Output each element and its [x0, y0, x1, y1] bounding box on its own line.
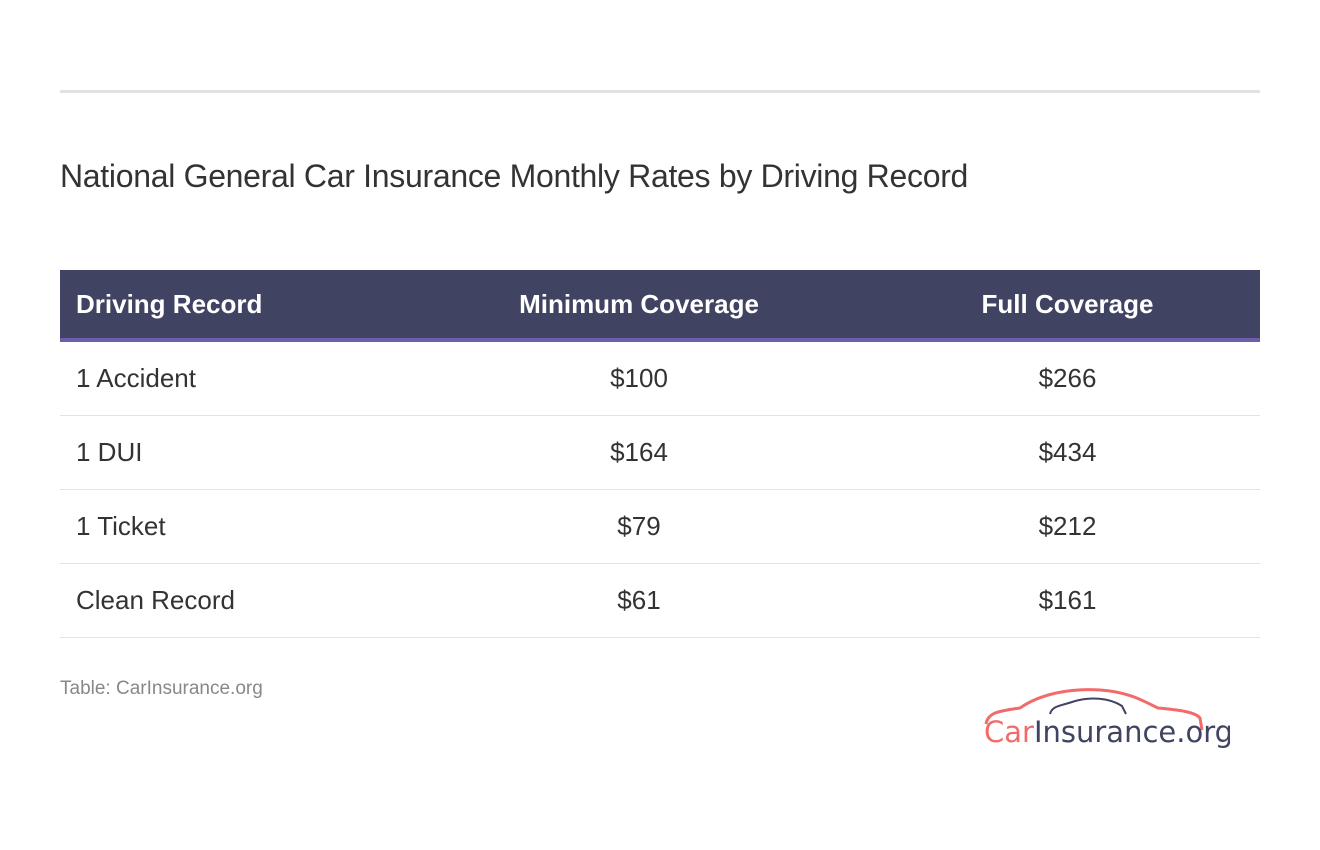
table-cell: $161	[853, 563, 1260, 638]
car-outline-icon	[984, 688, 1204, 731]
table-cell: $266	[853, 340, 1260, 416]
table-row: 1 Ticket $79 $212	[60, 489, 1260, 564]
table-row: 1 DUI $164 $434	[60, 415, 1260, 490]
carinsurance-logo: CarInsurance.org	[984, 688, 1230, 749]
car-window-icon	[1049, 697, 1127, 715]
table-cell: $79	[425, 489, 853, 564]
table-row: Clean Record $61 $161	[60, 563, 1260, 638]
table-header-row: Driving Record Minimum Coverage Full Cov…	[60, 270, 1260, 342]
table-row: 1 Accident $100 $266	[60, 340, 1260, 416]
table-cell: $61	[425, 563, 853, 638]
column-header: Driving Record	[60, 270, 425, 342]
table-cell: $164	[425, 415, 853, 490]
column-header: Full Coverage	[853, 270, 1260, 342]
table-source: Table: CarInsurance.org	[60, 678, 263, 699]
table-cell: 1 Ticket	[60, 489, 425, 564]
table-cell: $212	[853, 489, 1260, 564]
table-cell: 1 DUI	[60, 415, 425, 490]
top-divider	[60, 90, 1260, 93]
logo-text: CarInsurance.org	[984, 715, 1230, 749]
table-cell: 1 Accident	[60, 340, 425, 416]
rates-table: Driving Record Minimum Coverage Full Cov…	[60, 270, 1260, 638]
column-header: Minimum Coverage	[425, 270, 853, 342]
page-title: National General Car Insurance Monthly R…	[60, 158, 969, 194]
table-cell: $100	[425, 340, 853, 416]
table-cell: $434	[853, 415, 1260, 490]
table-cell: Clean Record	[60, 563, 425, 638]
